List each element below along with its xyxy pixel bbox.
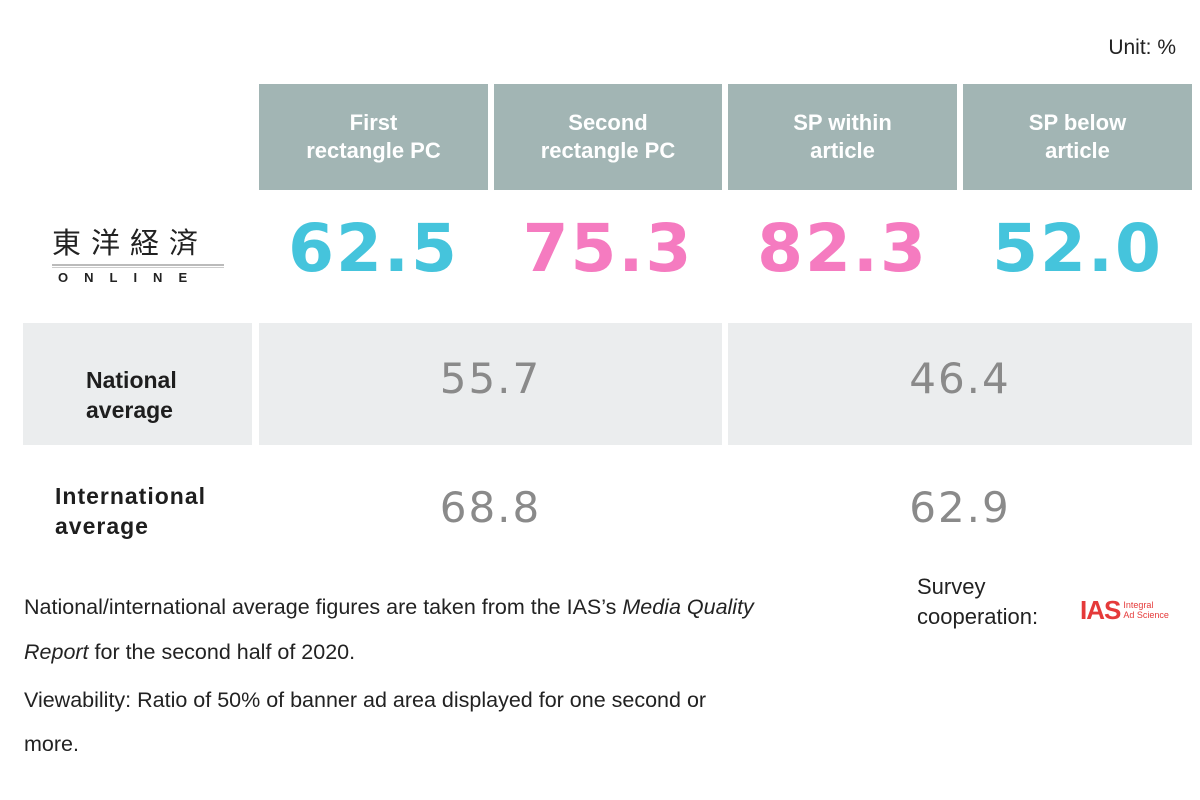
survey-cooperation-label: Survey cooperation:	[917, 572, 1038, 632]
ias-logo-word: Integral	[1123, 600, 1154, 610]
column-header-line: rectangle PC	[540, 138, 676, 163]
ias-logo-mark: IAS	[1080, 594, 1121, 625]
brand-value-first-rectangle-pc: 62.5	[288, 210, 459, 287]
report-title: Media Quality	[622, 595, 754, 619]
note-line-4: more.	[24, 732, 79, 756]
national-pc-cell	[259, 323, 722, 445]
note-text: for the second half of 2020.	[88, 640, 356, 664]
column-header-line: SP within	[793, 110, 892, 135]
ias-logo-word: Ad Science	[1123, 610, 1169, 620]
international-average-sp-value: 62.9	[909, 483, 1011, 532]
label-line: average	[86, 397, 173, 423]
international-average-pc-value: 68.8	[439, 483, 542, 532]
unit-label: Unit: %	[1108, 36, 1176, 59]
column-header-line: First	[349, 110, 398, 135]
brand-value-sp-within-article: 82.3	[757, 210, 928, 287]
brand-value-sp-below-article: 52.0	[992, 210, 1163, 287]
note-line-2: Report for the second half of 2020.	[24, 637, 355, 667]
national-sp-cell	[728, 323, 1192, 445]
logo-online: ONLINE	[58, 270, 204, 285]
column-header-line: article	[810, 138, 875, 163]
label-line: Survey	[917, 574, 986, 599]
column-header-line: article	[1045, 138, 1110, 163]
national-label-cell	[23, 323, 252, 445]
ias-logo: IAS Integral Ad Science	[1080, 595, 1169, 625]
label-line: National	[86, 367, 177, 393]
column-header-sp-within-article: SP within article	[728, 84, 957, 190]
international-average-label: International average	[55, 481, 206, 541]
note-line-1: National/international average figures a…	[24, 592, 754, 622]
column-header-line: SP below	[1028, 110, 1127, 135]
toyo-keizai-online-logo: 東洋経済 ONLINE	[52, 226, 224, 288]
label-line: cooperation:	[917, 604, 1039, 629]
national-average-pc-value: 55.7	[439, 354, 542, 403]
national-average-label: National average	[86, 365, 177, 425]
note-line-3: Viewability: Ratio of 50% of banner ad a…	[24, 688, 707, 712]
brand-value-second-rectangle-pc: 75.3	[522, 210, 694, 287]
column-header-line: rectangle PC	[306, 138, 441, 163]
note-text: National/international average figures a…	[24, 595, 623, 619]
national-average-sp-value: 46.4	[909, 354, 1011, 403]
report-title: Report	[24, 640, 89, 664]
label-line: International	[55, 483, 207, 509]
column-header-second-rectangle-pc: Second rectangle PC	[494, 84, 722, 190]
logo-rule	[52, 264, 224, 268]
ias-logo-words: Integral Ad Science	[1123, 600, 1169, 620]
column-header-sp-below-article: SP below article	[963, 84, 1192, 190]
label-line: average	[55, 513, 149, 539]
column-header-line: Second	[568, 110, 648, 135]
logo-kanji: 東洋経済	[52, 226, 209, 260]
column-header-first-rectangle-pc: First rectangle PC	[259, 84, 488, 190]
